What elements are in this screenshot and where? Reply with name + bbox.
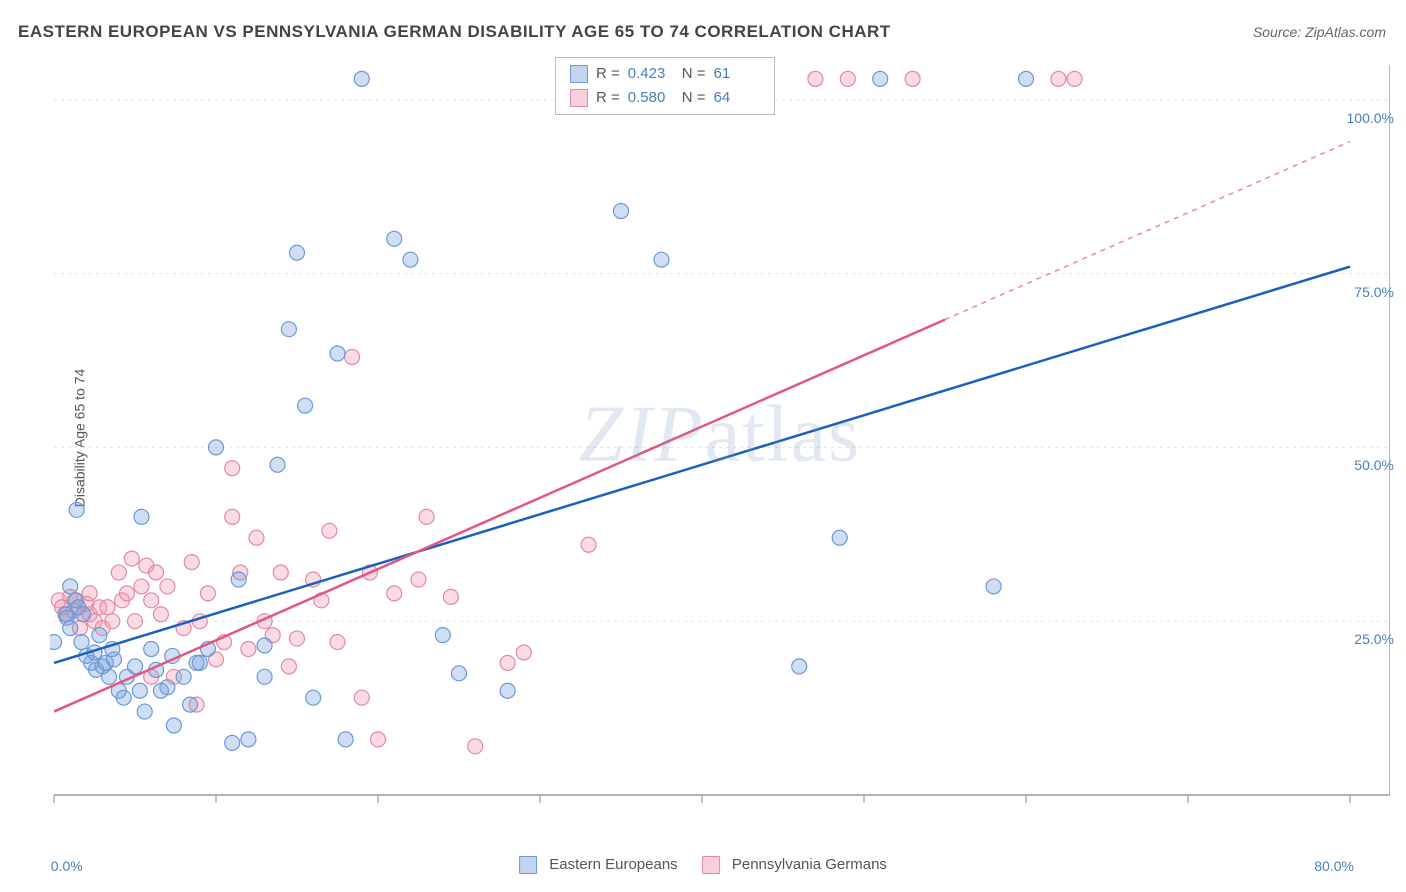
series-swatch-1	[570, 65, 588, 83]
chart-canvas	[50, 55, 1390, 815]
n-value-2: 64	[714, 86, 760, 110]
correlation-row-2: R = 0.580 N = 64	[570, 86, 760, 110]
scatter-plot: R = 0.423 N = 61 R = 0.580 N = 64 ZIPatl…	[50, 55, 1390, 815]
correlation-row-1: R = 0.423 N = 61	[570, 62, 760, 86]
legend-item-1: Eastern Europeans	[519, 856, 678, 874]
legend-label-1: Eastern Europeans	[549, 856, 677, 873]
legend-swatch-2	[702, 856, 720, 874]
legend-label-2: Pennsylvania Germans	[732, 856, 887, 873]
legend: Eastern Europeans Pennsylvania Germans	[519, 856, 887, 874]
n-value-1: 61	[714, 62, 760, 86]
r-value-1: 0.423	[628, 62, 674, 86]
y-tick-label: 50.0%	[1354, 457, 1394, 473]
legend-item-2: Pennsylvania Germans	[702, 856, 887, 874]
legend-swatch-1	[519, 856, 537, 874]
y-tick-label: 75.0%	[1354, 284, 1394, 300]
correlation-legend: R = 0.423 N = 61 R = 0.580 N = 64	[555, 57, 775, 115]
y-tick-label: 25.0%	[1354, 631, 1394, 647]
series-swatch-2	[570, 89, 588, 107]
x-tick-label: 0.0%	[51, 858, 83, 874]
source-attribution: Source: ZipAtlas.com	[1253, 24, 1386, 40]
r-value-2: 0.580	[628, 86, 674, 110]
y-tick-label: 100.0%	[1347, 110, 1394, 126]
x-tick-label: 80.0%	[1314, 858, 1354, 874]
chart-title: EASTERN EUROPEAN VS PENNSYLVANIA GERMAN …	[18, 22, 891, 42]
